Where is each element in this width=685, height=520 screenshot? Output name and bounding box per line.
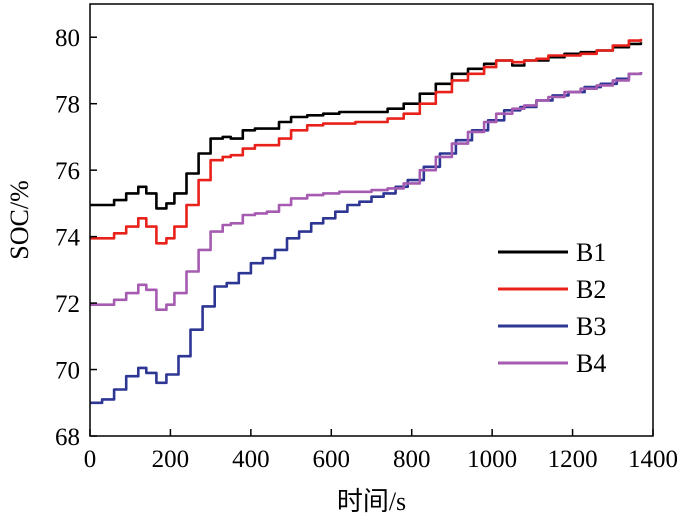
- y-tick-label: 68: [55, 424, 80, 451]
- x-tick-label: 0: [84, 446, 97, 473]
- x-tick-label: 800: [393, 446, 431, 473]
- y-axis-ticks: 68 70 72 74 76 78 80: [55, 25, 97, 451]
- x-tick-label: 1200: [548, 446, 598, 473]
- y-tick-label: 72: [55, 291, 80, 318]
- series-line-b4: [90, 72, 643, 312]
- x-axis-ticks: 0 200 400 600 800 1000 1200 1400: [84, 429, 678, 473]
- legend-label-b2: B2: [576, 275, 606, 304]
- y-tick-label: 70: [55, 358, 80, 385]
- y-tick-label: 78: [55, 92, 80, 119]
- x-tick-label: 400: [232, 446, 270, 473]
- plot-frame: [89, 3, 654, 437]
- series-layer: [90, 38, 643, 405]
- legend-label-b3: B3: [576, 312, 606, 341]
- series-line-b1: [90, 42, 643, 210]
- legend: B1 B2 B3 B4: [498, 238, 606, 378]
- x-tick-label: 1400: [628, 446, 678, 473]
- x-tick-label: 1000: [467, 446, 517, 473]
- legend-label-b1: B1: [576, 238, 606, 267]
- legend-label-b4: B4: [576, 349, 606, 378]
- y-tick-label: 80: [55, 25, 80, 52]
- y-tick-label: 74: [55, 225, 81, 252]
- x-tick-label: 200: [152, 446, 190, 473]
- y-tick-label: 76: [55, 158, 80, 185]
- x-axis-label: 时间/s: [337, 487, 406, 516]
- series-line-b2: [90, 38, 643, 245]
- y-axis-label: SOC/%: [5, 180, 34, 259]
- x-tick-label: 600: [313, 446, 351, 473]
